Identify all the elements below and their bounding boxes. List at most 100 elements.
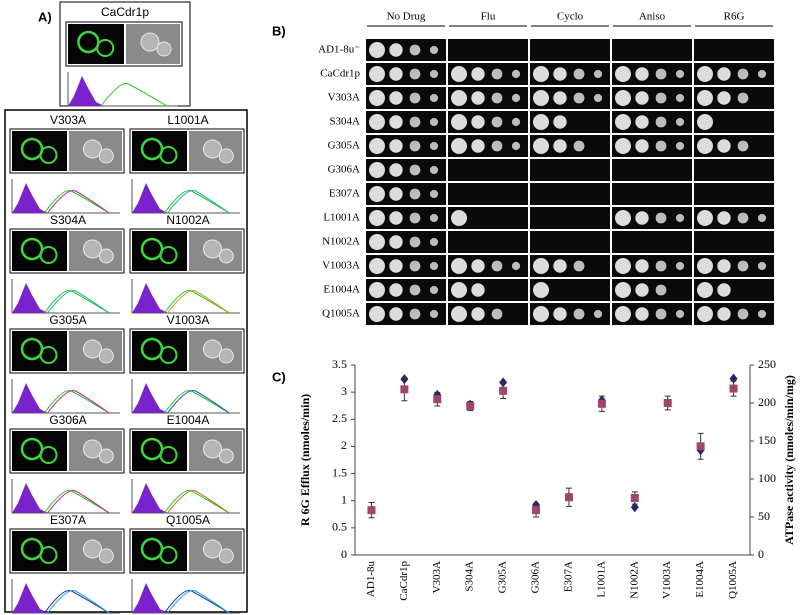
cell-dic [83,139,102,159]
colony-spot [615,138,631,154]
colony-spot [675,141,685,151]
fluorescence-image [12,431,67,471]
colony-spot [737,308,749,320]
cell-fluorescence [159,546,178,564]
square-marker [367,506,376,515]
colony-spot [533,282,549,298]
colony-spot [757,261,767,271]
colony-spot [635,211,649,225]
y2-tick-label: 100 [758,471,776,485]
y2-tick-label: 200 [758,395,776,409]
mutant-label: V303A [50,113,86,127]
plate-strip [448,255,528,277]
colony-spot [635,307,649,321]
colony-spot [553,91,567,105]
colony-spot [717,211,731,225]
colony-spot [451,210,467,226]
cell-dic [98,248,114,264]
histogram-line [167,489,230,514]
histogram-fill [68,76,104,106]
colony-spot [429,141,439,151]
panel-label: A) [38,9,52,24]
histogram-line [43,589,110,614]
square-marker [696,442,705,451]
square-marker [597,399,606,408]
square-marker [400,385,409,394]
histogram-line [43,489,110,514]
plate-strip [530,303,610,325]
cell-dic [83,339,102,359]
diamond-marker [499,377,508,388]
mutant-label: G305A [49,313,86,327]
colony-spot [593,93,603,103]
histogram-line [163,189,230,214]
colony-spot [635,67,649,81]
colony-spot [697,90,713,106]
plate-strip [694,111,774,133]
plate-strip [694,87,774,109]
x-tick-label: G305A [497,561,509,593]
colony-spot [697,114,713,130]
cell-dic [218,448,234,464]
colony-spot [697,258,713,274]
colony-spot [737,92,749,104]
histogram-line [167,289,230,314]
cell-fluorescence [96,39,115,57]
plate-strip [530,87,610,109]
colony-spot [573,140,585,152]
colony-spot [471,67,485,81]
colony-spot [389,67,403,81]
y-tick-label: 1 [341,492,347,506]
fluorescence-image [132,431,187,471]
y2-tick-label: 50 [758,509,770,523]
colony-spot [451,66,467,82]
colony-spot [655,284,667,296]
colony-spot [369,282,385,298]
colony-spot [429,93,439,103]
cell-dic [218,548,234,564]
cell-fluorescence [39,546,58,564]
colony-spot [389,211,403,225]
cell-dic [98,548,114,564]
plate-strip [694,231,774,253]
plate-strip [694,39,774,61]
mutant-label: Q1005A [166,513,210,527]
x-tick-label: G306A [530,561,542,593]
plate-strip [448,159,528,181]
cell-dic [83,439,102,459]
y2-tick-label: 0 [758,547,764,561]
y-tick-label: 3.5 [332,357,347,371]
cell-dic [83,539,102,559]
colony-spot [511,117,521,127]
row-label: G306A [328,164,360,176]
row-label: E307A [329,188,360,200]
column-header: Cyclo [557,11,584,23]
colony-spot [369,66,385,82]
plate-strip [694,255,774,277]
colony-spot [655,68,667,80]
plate-strip [612,183,692,205]
colony-spot [615,66,631,82]
colony-spot [635,139,649,153]
colony-spot [697,138,713,154]
mutant-label: G306A [49,413,86,427]
colony-spot [369,306,385,322]
y-tick-label: 2 [341,438,347,452]
colony-spot [635,91,649,105]
colony-spot [511,141,521,151]
colony-spot [737,212,749,224]
plate-strip [530,135,610,157]
colony-spot [533,66,549,82]
histogram-fill [132,283,168,313]
square-marker [466,402,475,411]
histogram-line [163,389,230,414]
x-tick-label: V1003A [661,561,673,599]
column-header: R6G [724,11,745,23]
plate-strip [448,183,528,205]
reference-label: CaCdr1p [101,5,149,19]
cell-fluorescence [159,146,178,164]
colony-spot [675,213,685,223]
plate-strip [612,255,692,277]
colony-spot [573,68,585,80]
colony-spot [737,140,749,152]
